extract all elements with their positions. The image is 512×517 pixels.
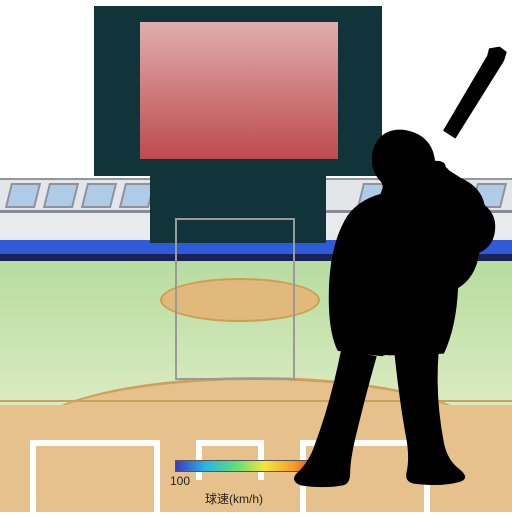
batter-torso-arms: [329, 154, 495, 356]
strike-zone: [175, 218, 295, 380]
stadium-window: [43, 183, 79, 208]
bat-icon: [443, 47, 507, 139]
batter-box-line: [30, 440, 36, 512]
batter-back-leg: [394, 353, 465, 485]
home-plate-line: [196, 440, 264, 446]
legend-label: 球速(km/h): [205, 490, 263, 507]
batter-silhouette: [290, 20, 512, 512]
stadium-window: [81, 183, 117, 208]
legend-tick-min: 100: [170, 474, 190, 488]
stage: 100 150 球速(km/h): [0, 0, 512, 512]
batter-box-line: [30, 440, 160, 446]
stadium-window: [5, 183, 41, 208]
batter-front-leg: [294, 349, 377, 487]
batter-box-line: [154, 440, 160, 512]
